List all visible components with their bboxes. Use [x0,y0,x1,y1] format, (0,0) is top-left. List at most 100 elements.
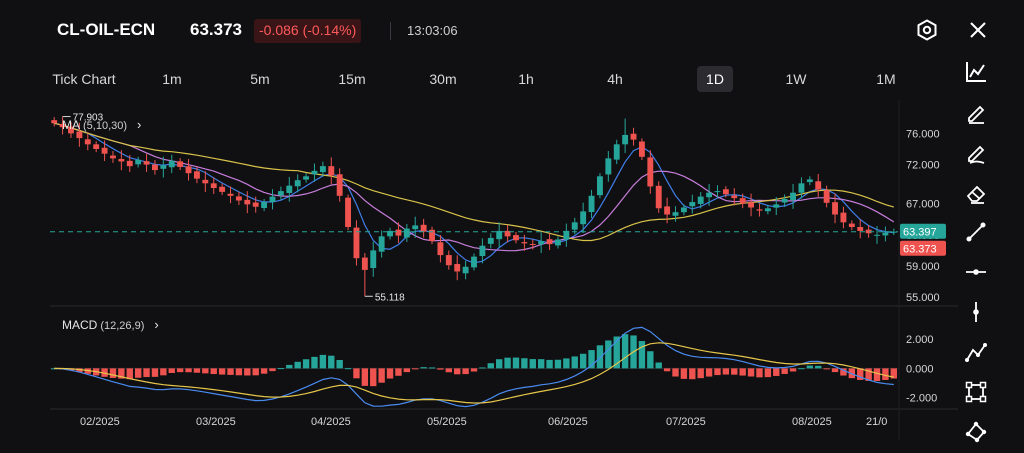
macd-histogram-bar [806,365,814,369]
candle-body [185,166,192,174]
chevron-right-icon[interactable]: › [137,117,142,132]
candle-body [152,164,158,171]
candle-body [193,171,200,179]
ma-params: (5,10,30) [83,120,128,132]
trend-line-icon[interactable] [962,218,990,246]
price-y-tick: 55.000 [906,292,940,304]
macd-histogram-bar [462,368,469,375]
macd-histogram-bar [202,368,209,374]
macd-histogram-bar [512,357,520,369]
macd-histogram-bar [361,368,369,386]
candle-body [664,206,671,215]
candle-body [168,160,175,168]
candle-body [395,229,402,236]
macd-histogram-bar [454,368,461,375]
timeframe-15m[interactable]: 15m [338,71,366,87]
polyline-icon[interactable] [962,338,990,366]
macd-histogram-bar [731,368,738,375]
candle-body [437,242,444,256]
macd-histogram-bar [764,368,772,378]
macd-histogram-bar [554,359,562,369]
chevron-right-icon[interactable]: › [154,317,159,332]
macd-histogram-bar [747,368,755,377]
macd-histogram-bar [336,359,343,369]
candle-body [790,192,796,201]
timeframe-tick-chart[interactable]: Tick Chart [52,71,116,87]
close-icon[interactable] [966,18,990,42]
line-chart-icon[interactable] [962,58,990,86]
candle-body [630,133,637,140]
low-price-label: 55.118 [375,292,405,303]
macd-histogram-bar [76,368,83,373]
timeframe-5m[interactable]: 5m [250,71,270,87]
rectangle-icon[interactable] [962,378,990,406]
candle-body [622,134,629,145]
macd-histogram-bar [118,368,125,379]
candle-body [815,181,822,190]
candle-body [345,197,351,227]
timeframe-1m[interactable]: 1m [162,71,182,87]
macd-histogram-bar [277,368,285,370]
candle-body [93,144,100,149]
candle-body [445,255,452,266]
candle-body [336,174,343,196]
macd-histogram-bar [210,368,217,375]
macd-histogram-bar [722,368,730,375]
price-y-tick: 67.000 [906,199,940,211]
candle-body [143,161,150,165]
candle-body [370,250,377,269]
macd-histogram-bar [815,365,822,369]
candle-body [529,244,536,246]
macd-histogram-bar [386,368,394,379]
price-chart-area[interactable]: 76.00072.00067.00063.00059.00055.0002.00… [50,100,958,440]
macd-indicator-label[interactable]: MACD (12,26,9) › [62,317,159,332]
symbol-name[interactable]: CL-OIL-ECN [57,20,156,39]
x-axis-tick: 08/2025 [792,416,832,428]
candle-body [59,123,66,128]
candle-body [235,196,242,201]
candle-body [672,212,679,216]
macd-y-tick: 0.000 [906,363,934,375]
horizontal-line-icon[interactable] [962,258,990,286]
candle-body [353,227,360,259]
macd-histogram-bar [479,367,486,369]
price-y-tick: 59.000 [906,261,940,273]
candle-body [848,223,855,227]
macd-histogram-bar [252,368,259,376]
timeframe-1h[interactable]: 1h [518,71,534,87]
timeframe-1d[interactable]: 1D [697,66,733,92]
macd-histogram-bar [244,368,251,376]
timeframe-30m[interactable]: 30m [429,71,457,87]
macd-histogram-bar [176,368,184,373]
timeframe-4h[interactable]: 4h [607,71,623,87]
candle-body [487,237,494,244]
macd-histogram-bar [588,350,595,369]
candle-body [387,230,393,237]
shape-icon[interactable] [962,418,990,446]
macd-histogram-bar [143,368,150,378]
macd-histogram-bar [563,358,570,369]
candle-body [597,176,603,196]
candle-body [546,239,553,245]
candle-body [697,196,704,204]
x-axis-tick: 03/2025 [196,416,236,428]
macd-histogram-bar [521,358,528,369]
macd-histogram-bar [328,355,335,369]
macd-histogram-bar [621,334,629,369]
macd-histogram-bar [269,368,276,372]
ma-indicator-label[interactable]: MA (5,10,30) › [62,117,141,132]
vertical-line-icon[interactable] [962,298,990,326]
macd-histogram-bar [319,354,327,369]
x-axis-tick: 02/2025 [80,416,120,428]
eraser-icon[interactable] [962,178,990,206]
hexagon-gear-icon[interactable] [915,18,939,42]
chart-canvas[interactable]: 76.00072.00067.00063.00059.00055.0002.00… [50,100,958,440]
brush-icon[interactable] [962,138,990,166]
timeframe-1w[interactable]: 1W [785,71,807,87]
ma5-line [54,122,894,264]
candle-body [210,183,217,188]
candle-body [68,126,74,134]
candle-body [252,202,259,207]
timeframe-1mo[interactable]: 1M [876,71,896,87]
pencil-edit-icon[interactable] [962,98,990,126]
